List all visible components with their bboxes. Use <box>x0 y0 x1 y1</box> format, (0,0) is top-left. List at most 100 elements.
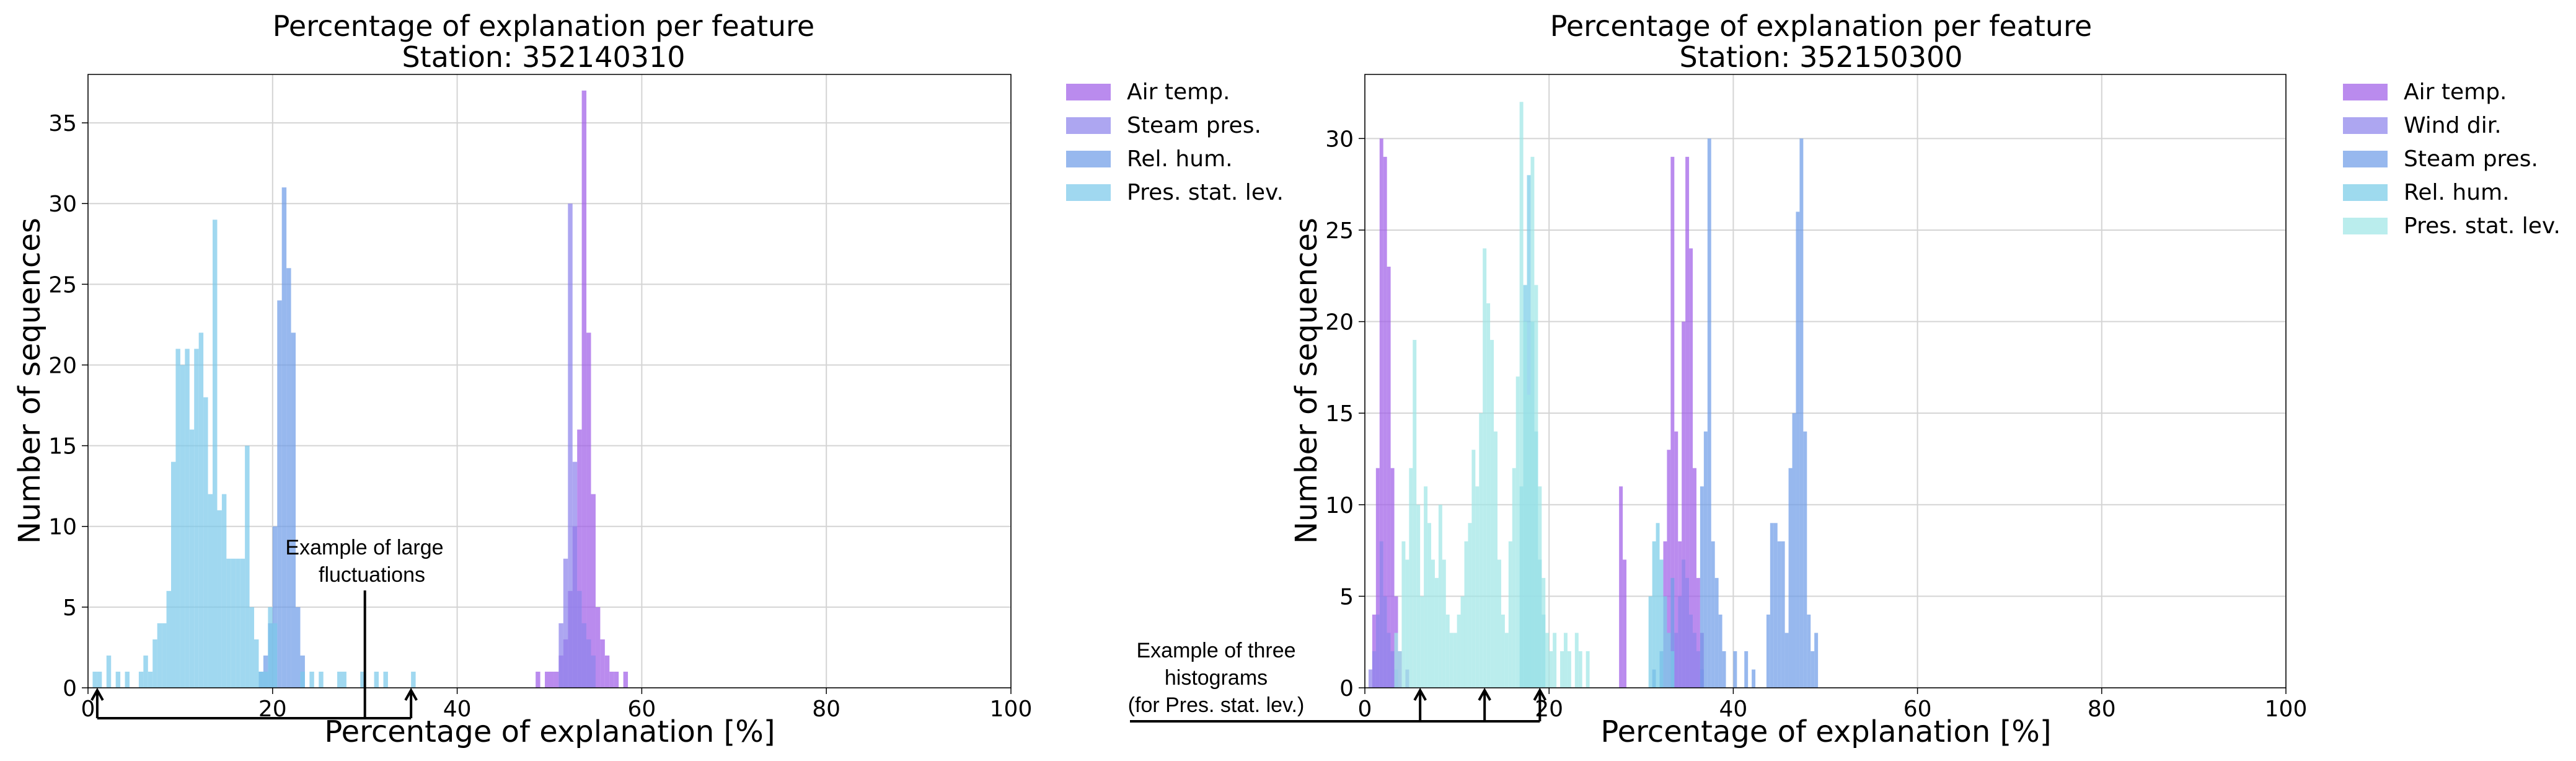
histogram-bar <box>240 558 245 688</box>
histogram-bar <box>609 671 614 688</box>
chart-left-legend: Air temp. Steam pres. Rel. hum. Pres. stat.… <box>1066 79 1284 205</box>
histogram-bar <box>1693 633 1696 688</box>
histogram-bar <box>1619 486 1623 688</box>
histogram-bar <box>1696 577 1700 688</box>
y-tick-label: 25 <box>48 272 77 298</box>
histogram-bar <box>1486 303 1491 688</box>
histogram-bar <box>1405 559 1409 688</box>
histogram-bar <box>1420 596 1424 688</box>
histogram-bar <box>586 639 591 688</box>
histogram-bar <box>1578 651 1582 688</box>
histogram-bar <box>1449 633 1453 688</box>
histogram-bar <box>286 268 291 688</box>
histogram-bar <box>591 494 596 688</box>
legend-swatch <box>2343 151 2388 167</box>
histogram-bar <box>1401 541 1406 688</box>
histogram-bar <box>1659 559 1664 688</box>
histogram-bar <box>115 671 121 688</box>
legend-label: Pres. stat. lev. <box>2404 213 2561 239</box>
chart-right-title: Percentage of explanation per feature <box>1550 9 2092 43</box>
chart-left-x-axis-label: Percentage of explanation [%] <box>324 714 775 749</box>
histogram-bar <box>604 655 610 688</box>
chart-right-y-ticks: 0 5 10 15 20 25 30 <box>1325 127 1365 701</box>
x-tick-label: 0 <box>81 696 95 722</box>
histogram-bar <box>1527 394 1531 688</box>
histogram-bar <box>1379 138 1383 688</box>
y-tick-label: 10 <box>1325 493 1354 518</box>
histogram-bar <box>342 671 346 688</box>
histogram-bar <box>1442 559 1446 688</box>
histogram-bar <box>383 671 388 688</box>
histogram-bar <box>148 671 153 688</box>
histogram-bar <box>268 607 273 688</box>
histogram-bar <box>1670 577 1675 688</box>
chart-left-title: Percentage of explanation per feature <box>273 9 814 43</box>
histogram-bar <box>1390 651 1395 688</box>
histogram-bar <box>258 671 263 688</box>
histogram-bar <box>1383 156 1387 688</box>
x-tick-label: 80 <box>812 696 840 722</box>
chart-left-plot-frame <box>87 74 1012 688</box>
histogram-bar <box>1390 468 1395 688</box>
histogram-bar <box>300 671 305 688</box>
histogram-bar <box>175 349 180 688</box>
histogram-bar <box>545 671 550 688</box>
annotation-arrowhead <box>404 687 418 701</box>
histogram-bar <box>249 607 255 688</box>
histogram-bar <box>1788 468 1793 688</box>
histogram-bar <box>1375 614 1380 688</box>
histogram-bar <box>166 590 172 688</box>
x-tick-label: 60 <box>1903 696 1932 722</box>
histogram-bar <box>1656 523 1660 688</box>
histogram-bar <box>1670 156 1675 688</box>
histogram-bar <box>568 203 573 688</box>
legend-swatch <box>1066 184 1111 201</box>
histogram-bar <box>1667 450 1671 688</box>
histogram-bar <box>1703 431 1708 688</box>
y-tick-label: 10 <box>48 515 77 540</box>
legend-label: Rel. hum. <box>2404 180 2510 205</box>
x-tick-label: 60 <box>627 696 656 722</box>
histogram-bar <box>1733 651 1737 688</box>
legend-label: Steam pres. <box>2404 146 2538 172</box>
histogram-bar <box>1689 248 1693 688</box>
histogram-bar <box>1542 577 1546 688</box>
histogram-bar <box>221 494 227 688</box>
histogram-bar <box>97 671 102 688</box>
legend-label: Air temp. <box>2404 79 2507 105</box>
histogram-bar <box>203 397 208 688</box>
histogram-bar <box>1471 450 1476 688</box>
histogram-bar <box>138 671 144 688</box>
annotation-arrowhead <box>90 687 104 701</box>
histogram-bar <box>1682 321 1686 688</box>
histogram-bar <box>1453 633 1457 688</box>
histogram-bar <box>1475 486 1480 688</box>
y-tick-label: 35 <box>48 111 77 136</box>
histogram-bar <box>272 623 278 688</box>
histogram-bar <box>277 300 282 688</box>
x-tick-label: 80 <box>2088 696 2116 722</box>
histogram-bar <box>185 349 190 688</box>
histogram-bar <box>1545 633 1550 688</box>
histogram-bar <box>1784 633 1789 688</box>
histogram-bar <box>1652 541 1656 688</box>
histogram-bar <box>213 220 218 688</box>
histogram-bar <box>189 429 195 688</box>
histogram-bar <box>263 671 268 688</box>
y-tick-label: 20 <box>48 353 77 378</box>
histogram-bar <box>1648 596 1652 688</box>
histogram-bar <box>226 558 231 688</box>
histogram-bar <box>194 349 199 688</box>
histogram-bar <box>1424 486 1428 688</box>
histogram-bar <box>614 671 619 688</box>
histogram-bar <box>1379 541 1383 688</box>
chart-left-annotation-line2: fluctuations <box>319 563 425 587</box>
histogram-bar <box>1464 541 1468 688</box>
y-tick-label: 5 <box>63 595 77 621</box>
chart-right-legend: Air temp. Wind dir. Steam pres. Rel. hum. Pr… <box>2343 79 2561 239</box>
histogram-bar <box>1685 156 1690 688</box>
histogram-bar <box>1667 633 1671 688</box>
legend-label: Rel. hum. <box>1127 146 1233 172</box>
histogram-bar <box>591 655 596 688</box>
